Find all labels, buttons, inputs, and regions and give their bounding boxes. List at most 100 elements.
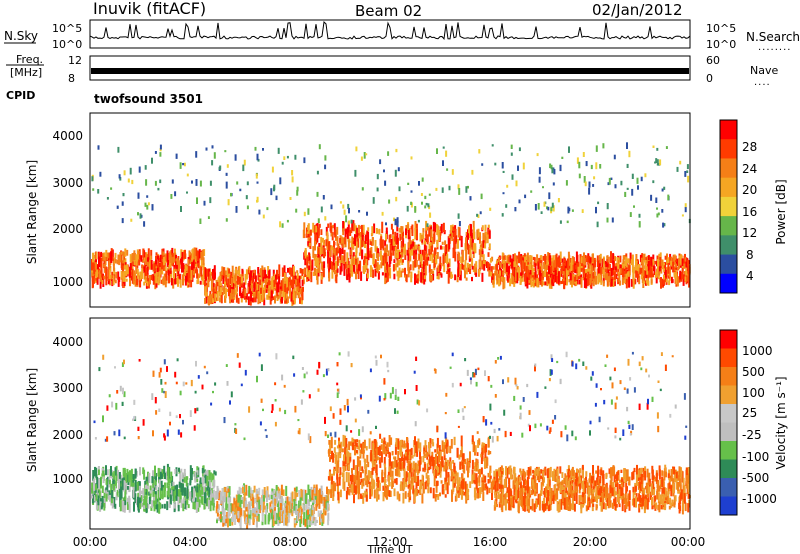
power-cell: [562, 262, 565, 270]
velocity-cell: [154, 465, 156, 477]
power-cell: [537, 277, 540, 288]
power-cell: [292, 296, 295, 301]
velocity-cell: [375, 482, 378, 487]
velocity-cell: [180, 468, 183, 473]
power-cell: [285, 292, 288, 305]
velocity-cell: [96, 476, 99, 489]
power-cell: [568, 279, 571, 283]
velocity-cell: [320, 510, 323, 523]
power-cell: [623, 261, 626, 266]
power-cell: [262, 148, 264, 151]
velocity-cell: [432, 456, 435, 460]
power-cell: [548, 265, 550, 275]
power-cell: [333, 240, 335, 253]
power-cell: [510, 152, 513, 156]
power-cell: [680, 271, 683, 282]
power-cell: [410, 190, 413, 193]
power-cell: [200, 255, 203, 268]
power-cell: [428, 226, 431, 237]
power-cell: [592, 184, 595, 187]
velocity-cell: [406, 437, 409, 448]
power-cell: [277, 147, 280, 154]
velocity-cell: [163, 465, 166, 474]
power-cell: [222, 267, 225, 276]
power-cell: [283, 265, 286, 277]
power-cell: [431, 236, 434, 248]
power-cell: [339, 247, 342, 258]
power-cell: [458, 188, 461, 195]
velocity-cell: [493, 470, 496, 483]
velocity-cell: [225, 490, 228, 502]
power-cell: [184, 269, 187, 274]
power-cell: [491, 273, 494, 283]
velocity-cell: [116, 489, 119, 498]
velocity-cell: [173, 503, 176, 509]
power-cell: [146, 272, 149, 282]
power-cell: [250, 291, 252, 302]
power-cell: [252, 270, 255, 282]
velocity-cell: [362, 449, 365, 454]
power-cell: [268, 277, 271, 285]
power-cell: [131, 262, 134, 271]
freq-tick-left-bottom: 8: [68, 72, 75, 85]
velocity-cell: [386, 442, 389, 450]
velocity-cell: [376, 491, 378, 502]
power-cell: [578, 279, 581, 285]
power-cell: [454, 225, 457, 232]
station-title: Inuvik (fitACF): [93, 0, 206, 18]
power-cell: [663, 265, 666, 269]
power-cell: [340, 255, 343, 263]
velocity-cell: [175, 467, 178, 477]
power-cell: [681, 268, 684, 280]
velocity-cell: [417, 490, 420, 494]
power-cell: [452, 247, 455, 259]
power-cell: [218, 281, 221, 293]
velocity-cell: [145, 503, 148, 514]
power-cell: [429, 250, 432, 262]
velocity-cell: [347, 464, 350, 471]
power-cell: [99, 278, 102, 289]
power-cell: [372, 253, 375, 260]
power-cell: [436, 267, 439, 278]
velocity-cell: [158, 484, 161, 488]
velocity-cell: [388, 475, 391, 485]
power-cell: [510, 273, 513, 284]
velocity-cell: [317, 510, 320, 517]
velocity-cell: [303, 512, 306, 519]
power-cell: [501, 260, 504, 269]
power-cell: [674, 263, 677, 268]
velocity-cell: [402, 492, 405, 504]
power-ytick-3000: 3000: [52, 176, 83, 190]
velocity-cell: [128, 485, 131, 492]
velocity-cell: [441, 460, 444, 468]
velocity-cell: [458, 454, 461, 460]
velocity-cell: [361, 469, 364, 474]
power-cell: [108, 269, 111, 280]
power-cell: [654, 271, 657, 278]
power-cell: [317, 227, 320, 239]
power-cell: [347, 240, 350, 250]
power-cell: [421, 264, 423, 268]
power-cell: [219, 297, 222, 303]
power-cell: [315, 257, 318, 266]
power-cell: [587, 268, 589, 274]
power-cell: [392, 264, 395, 272]
power-cell: [632, 266, 635, 278]
power-cell: [533, 261, 536, 266]
velocity-cell: [414, 436, 416, 448]
velocity-cell: [381, 477, 384, 483]
power-cell: [319, 256, 322, 263]
power-cbar-tick-28: 28: [742, 140, 757, 154]
velocity-cell: [344, 435, 347, 448]
velocity-cell: [132, 486, 135, 498]
nsky-label: N.Sky: [4, 29, 38, 43]
power-cell: [667, 194, 670, 201]
velocity-cell: [348, 488, 351, 496]
velocity-cell: [123, 480, 126, 492]
velocity-cell: [404, 443, 407, 449]
power-cell: [579, 254, 582, 265]
velocity-cell: [427, 475, 430, 483]
velocity-cell: [413, 445, 416, 457]
power-cell: [629, 252, 632, 264]
power-cell: [336, 226, 339, 235]
